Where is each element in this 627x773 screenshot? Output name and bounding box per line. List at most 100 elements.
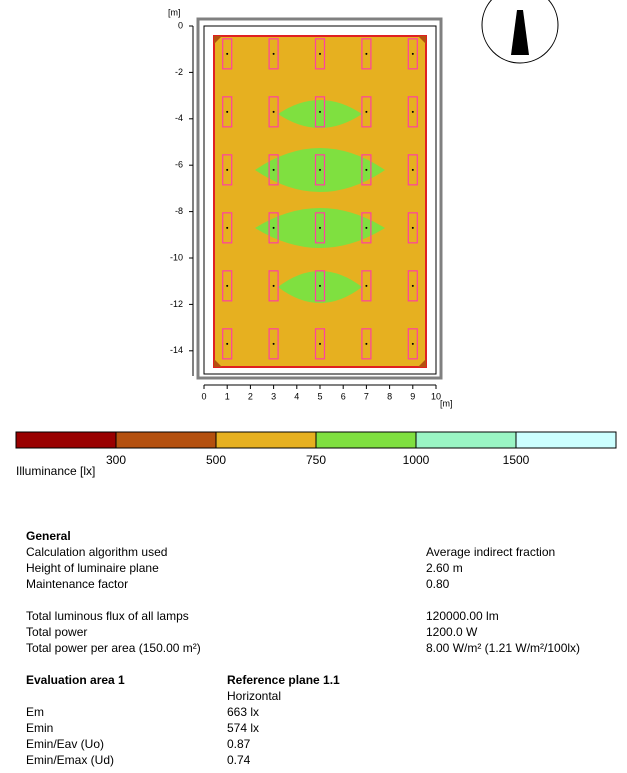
luminaire	[314, 270, 326, 302]
row-value: Average indirect fraction	[426, 545, 555, 559]
x-tick-label: 0	[201, 391, 206, 401]
x-tick-label: 5	[317, 391, 322, 401]
x-tick-label: 4	[294, 391, 299, 401]
luminaire	[361, 270, 372, 302]
row-label: Total power per area (150.00 m²)	[26, 641, 201, 655]
y-tick-label: -10	[170, 252, 183, 262]
luminaire	[268, 270, 279, 302]
luminaire	[222, 154, 233, 186]
plane-title: Reference plane 1.1	[227, 673, 340, 687]
row-label: Maintenance factor	[26, 577, 128, 591]
row-label: Emin	[26, 721, 53, 735]
luminaire	[407, 154, 418, 186]
luminaire-point	[272, 52, 275, 55]
legend-label: 1000	[403, 453, 430, 467]
luminaire-point	[365, 226, 368, 229]
luminaire	[222, 270, 233, 302]
luminaire-point	[272, 342, 275, 345]
y-unit: [m]	[168, 7, 181, 17]
luminaire	[361, 96, 372, 128]
legend-label: 300	[106, 453, 126, 467]
luminaire	[407, 270, 418, 302]
luminaire-point	[226, 52, 229, 55]
row-label: Emin/Emax (Ud)	[26, 753, 114, 767]
x-tick-label: 6	[341, 391, 346, 401]
y-tick-label: 0	[178, 20, 183, 30]
x-tick-label: 2	[248, 391, 253, 401]
row-value: 1200.0 W	[426, 625, 478, 639]
luminaire	[222, 96, 233, 128]
luminaire-point	[226, 226, 229, 229]
legend-swatch	[15, 431, 117, 449]
row-value: 663 lx	[227, 705, 259, 719]
luminaire	[268, 38, 279, 70]
y-tick-label: -14	[170, 345, 183, 355]
orientation: Horizontal	[227, 689, 281, 703]
section-title: Evaluation area 1	[26, 673, 125, 687]
luminaire-point	[226, 284, 229, 287]
luminaire-point	[319, 342, 321, 345]
y-tick-label: -4	[175, 113, 183, 123]
legend-swatch	[115, 431, 217, 449]
luminaire	[268, 212, 279, 244]
luminaire-point	[411, 52, 414, 55]
luminaire	[314, 96, 326, 128]
luminaire	[314, 328, 326, 360]
luminaire	[268, 154, 279, 186]
x-tick-label: 1	[225, 391, 230, 401]
luminaire	[407, 38, 418, 70]
luminaire-point	[272, 226, 275, 229]
legend-swatch	[515, 431, 617, 449]
luminaire	[222, 328, 233, 360]
section-title: General	[26, 529, 71, 543]
luminaire-point	[319, 110, 321, 113]
y-tick-label: -8	[175, 206, 183, 216]
luminaire-point	[319, 168, 321, 171]
luminaire-point	[365, 52, 368, 55]
luminaire-point	[226, 168, 229, 171]
row-label: Total power	[26, 625, 87, 639]
luminaire-point	[272, 284, 275, 287]
luminaire-point	[272, 168, 275, 171]
luminaire	[222, 212, 233, 244]
luminaire	[314, 38, 326, 70]
x-tick-label: 9	[410, 391, 415, 401]
luminaire	[407, 328, 418, 360]
x-tick-label: 7	[364, 391, 369, 401]
luminaire	[314, 212, 326, 244]
y-tick-label: -12	[170, 299, 183, 309]
luminaire-point	[365, 168, 368, 171]
room-plan	[192, 17, 443, 386]
luminaire	[361, 328, 372, 360]
row-value: 574 lx	[227, 721, 259, 735]
luminaire-point	[319, 284, 321, 287]
luminaire-point	[411, 226, 414, 229]
row-value: 0.80	[426, 577, 450, 591]
x-unit: [m]	[440, 398, 453, 408]
text-block: General Calculation algorithm used Average…	[26, 529, 580, 767]
y-tick-label: -2	[175, 67, 183, 77]
row-value: 0.74	[227, 753, 251, 767]
luminaire	[407, 212, 418, 244]
luminaire-point	[365, 110, 368, 113]
row-label: Emin/Eav (Uo)	[26, 737, 104, 751]
luminaire	[361, 154, 372, 186]
x-tick-label: 8	[387, 391, 392, 401]
luminaire-point	[226, 342, 229, 345]
x-tick-label: 10	[431, 391, 441, 401]
legend-swatch	[215, 431, 317, 449]
compass	[481, 0, 559, 64]
row-label: Total luminous flux of all lamps	[26, 609, 189, 623]
legend-swatch	[415, 431, 517, 449]
luminaire	[361, 38, 372, 70]
legend-title: Illuminance [lx]	[16, 464, 95, 478]
legend-label: 1500	[503, 453, 530, 467]
row-value: 2.60 m	[426, 561, 463, 575]
luminaire-point	[226, 110, 229, 113]
row-label: Calculation algorithm used	[26, 545, 167, 559]
luminaire	[407, 96, 418, 128]
luminaire-point	[411, 284, 414, 287]
row-label: Em	[26, 705, 44, 719]
